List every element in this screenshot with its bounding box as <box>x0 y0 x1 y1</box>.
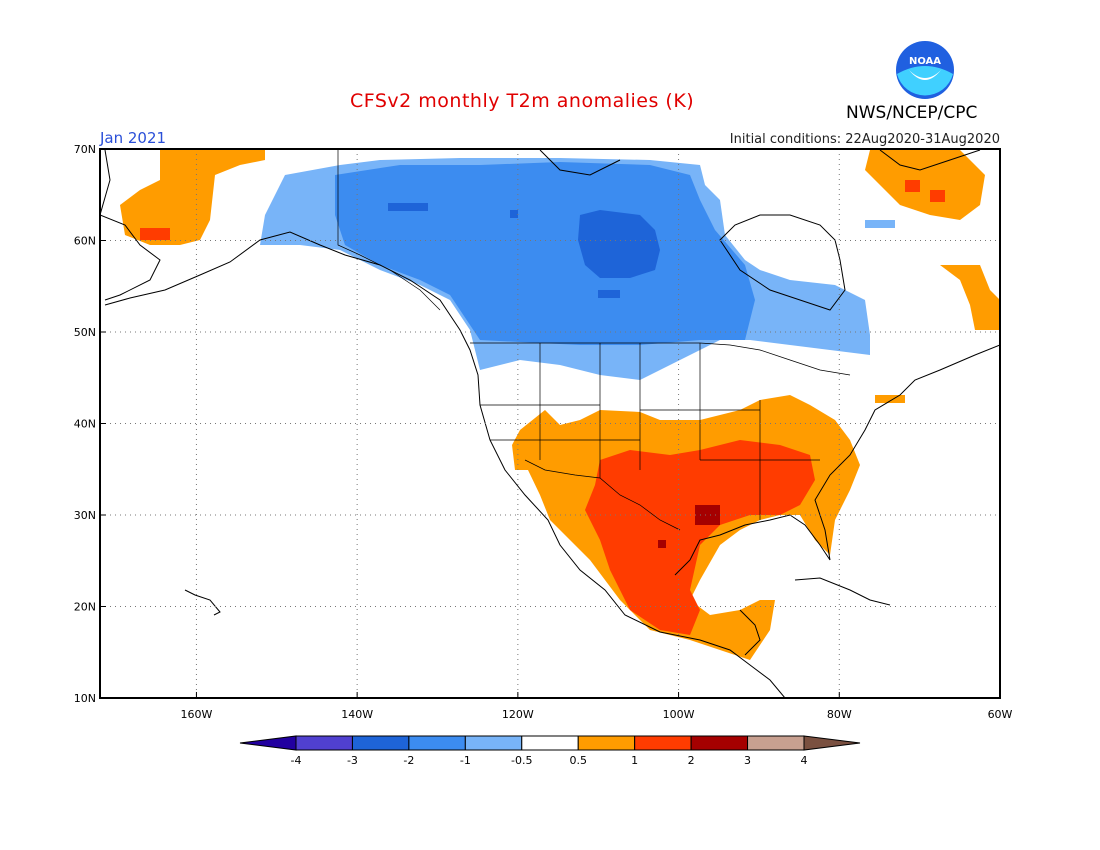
colorbar-label: -3 <box>347 754 358 767</box>
colorbar-label: -4 <box>291 754 302 767</box>
lat-tick-label: 10N <box>74 692 96 705</box>
warm-cell <box>930 190 945 202</box>
warm-patch <box>875 395 905 403</box>
anomaly-region-orange-greenland <box>865 150 985 220</box>
warm-patch-blue <box>865 220 895 228</box>
lat-tick-label: 20N <box>74 601 96 614</box>
lon-tick-label: 160W <box>180 708 212 721</box>
anomaly-region-orange-alaska <box>120 150 265 245</box>
lat-tick-label: 30N <box>74 509 96 522</box>
anomaly-region-blue <box>335 162 755 345</box>
lat-tick-label: 50N <box>74 326 96 339</box>
forecast-month: Jan 2021 <box>100 129 167 147</box>
longitude-labels: 160W 140W 120W 100W 80W 60W <box>180 692 1013 721</box>
lon-tick-label: 120W <box>502 708 534 721</box>
warm-cell <box>140 228 170 240</box>
lon-tick-label: 60W <box>988 708 1013 721</box>
colorbar-label: -0.5 <box>511 754 532 767</box>
lon-tick-label: 100W <box>663 708 695 721</box>
latitude-labels: 10N 20N 30N 40N 50N 60N 70N <box>74 143 106 705</box>
cold-cell <box>598 290 620 298</box>
cold-cell <box>510 210 518 218</box>
colorbar-label: 4 <box>801 754 808 767</box>
colorbar-swatch <box>464 735 523 751</box>
anomaly-fields <box>120 150 1000 660</box>
colorbar-swatch <box>408 735 466 751</box>
colorbar-label: -1 <box>460 754 471 767</box>
chart-title: CFSv2 monthly T2m anomalies (K) <box>350 90 695 112</box>
lat-tick-label: 60N <box>74 235 96 248</box>
svg-text:NOAA: NOAA <box>909 56 941 67</box>
lat-tick-label: 70N <box>74 143 96 156</box>
anomaly-region-dark-blue <box>578 210 660 278</box>
agency-label: NWS/NCEP/CPC <box>846 103 978 123</box>
colorbar-swatch <box>634 735 692 751</box>
gridlines <box>100 149 1000 698</box>
colorbar-label: 0.5 <box>569 754 587 767</box>
colorbar-swatch <box>239 735 297 751</box>
colorbar: -4 -3 -2 -1 -0.5 0.5 1 2 3 4 <box>239 735 861 767</box>
warm-cell <box>905 180 920 192</box>
colorbar-label: 1 <box>631 754 638 767</box>
noaa-logo: NOAA <box>896 41 954 99</box>
coastlines <box>100 149 1000 698</box>
colorbar-swatch <box>351 735 410 751</box>
colorbar-label: 3 <box>744 754 751 767</box>
hot-cell <box>695 505 720 525</box>
colorbar-label: 2 <box>688 754 695 767</box>
lon-tick-label: 80W <box>827 708 852 721</box>
colorbar-swatch <box>690 735 749 751</box>
colorbar-swatch <box>577 735 636 751</box>
anomaly-region-red <box>585 440 815 635</box>
hot-cell <box>658 540 666 548</box>
colorbar-swatch <box>747 735 805 751</box>
lat-tick-label: 40N <box>74 418 96 431</box>
warm-patch <box>940 265 1000 330</box>
colorbar-swatch <box>803 735 861 751</box>
cold-cell <box>388 203 428 211</box>
lon-tick-label: 140W <box>341 708 373 721</box>
initial-conditions: Initial conditions: 22Aug2020-31Aug2020 <box>729 132 1000 147</box>
colorbar-swatch <box>295 735 353 751</box>
colorbar-swatch <box>521 735 579 751</box>
colorbar-label: -2 <box>403 754 414 767</box>
borders <box>337 150 851 531</box>
